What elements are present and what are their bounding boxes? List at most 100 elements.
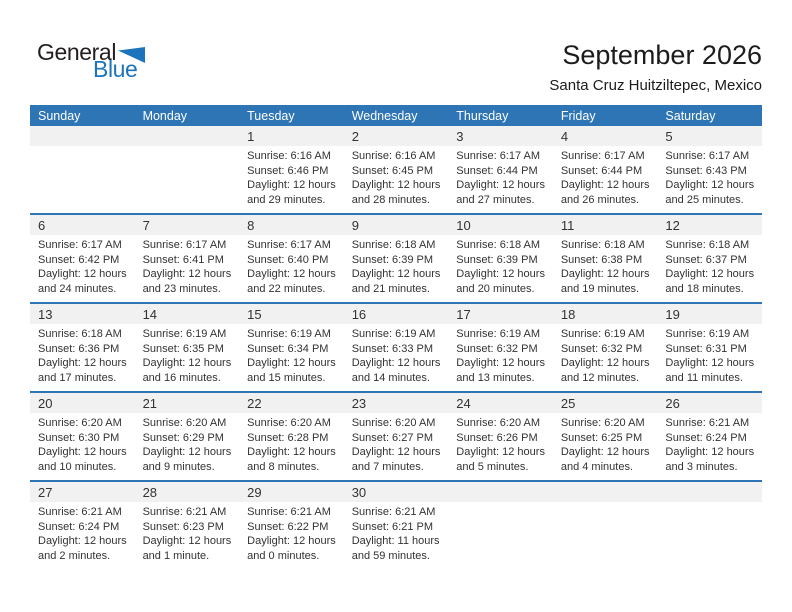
day-number: 8 [239, 215, 344, 235]
sunrise-text: Sunrise: 6:21 AM [247, 506, 331, 518]
sunset-text: Sunset: 6:39 PM [351, 253, 434, 266]
daylight-text-line2: and 29 minutes. [247, 193, 326, 206]
day-details: Sunrise: 6:20 AM Sunset: 6:27 PM Daylight:… [344, 413, 449, 474]
daylight-text-line1: Daylight: 12 hours [665, 179, 755, 192]
daylight-text-line1: Daylight: 12 hours [456, 179, 545, 192]
day-details: Sunrise: 6:21 AM Sunset: 6:21 PM Daylight:… [344, 502, 449, 563]
day-cell-12: 12 Sunrise: 6:18 AM Sunset: 6:37 PM Dayligh… [657, 215, 762, 302]
day-number: 18 [552, 304, 658, 324]
day-details: Sunrise: 6:19 AM Sunset: 6:34 PM Daylight:… [239, 324, 344, 385]
sunset-text: Sunset: 6:30 PM [38, 431, 120, 444]
day-number: 9 [343, 215, 449, 235]
sunrise-text: Sunrise: 6:20 AM [560, 417, 645, 429]
week-row-4: 20 Sunrise: 6:20 AM Sunset: 6:30 PM Dayligh… [30, 391, 762, 480]
daylight-text-line1: Daylight: 12 hours [38, 535, 127, 548]
weekday-header-tuesday: Tuesday [247, 109, 295, 123]
day-cell-14: 14 Sunrise: 6:19 AM Sunset: 6:35 PM Dayligh… [134, 304, 240, 391]
daylight-text-line1: Daylight: 12 hours [142, 357, 232, 370]
daylight-text-line1: Daylight: 12 hours [38, 357, 127, 370]
day-number: 16 [343, 304, 449, 324]
sunset-text: Sunset: 6:24 PM [38, 520, 120, 533]
day-details: Sunrise: 6:17 AM Sunset: 6:44 PM Daylight:… [448, 146, 553, 207]
day-cell-16: 16 Sunrise: 6:19 AM Sunset: 6:33 PM Dayligh… [343, 304, 449, 391]
calendar-table: Sunday Monday Tuesday Wednesday Thursday Frid… [30, 105, 762, 569]
sunrise-text: Sunrise: 6:20 AM [351, 417, 436, 429]
daylight-text-line1: Daylight: 12 hours [665, 268, 755, 281]
daylight-text-line1: Daylight: 12 hours [560, 446, 650, 459]
daylight-text-line2: and 10 minutes. [38, 460, 117, 473]
sunrise-text: Sunrise: 6:16 AM [351, 150, 436, 162]
sunset-text: Sunset: 6:46 PM [247, 164, 329, 177]
daylight-text-line1: Daylight: 12 hours [560, 357, 650, 370]
daylight-text-line2: and 0 minutes. [247, 549, 320, 562]
daylight-text-line1: Daylight: 12 hours [38, 446, 127, 459]
sunset-text: Sunset: 6:45 PM [351, 164, 434, 177]
sunset-text: Sunset: 6:44 PM [456, 164, 538, 177]
daylight-text-line1: Daylight: 12 hours [247, 179, 336, 192]
month-title: September 2026 [562, 40, 762, 70]
day-details: Sunrise: 6:18 AM Sunset: 6:36 PM Daylight:… [30, 324, 135, 385]
day-details: Sunrise: 6:20 AM Sunset: 6:30 PM Daylight:… [30, 413, 135, 474]
day-cell-20: 20 Sunrise: 6:20 AM Sunset: 6:30 PM Dayligh… [30, 393, 135, 480]
sunrise-text: Sunrise: 6:17 AM [560, 150, 645, 162]
day-number: 3 [448, 126, 553, 146]
day-details: Sunrise: 6:21 AM Sunset: 6:22 PM Daylight:… [239, 502, 344, 563]
daylight-text-line1: Daylight: 12 hours [560, 268, 650, 281]
logo-row-top: General [37, 41, 146, 64]
day-number: 27 [30, 482, 135, 502]
daylight-text-line2: and 22 minutes. [247, 282, 326, 295]
sunset-text: Sunset: 6:38 PM [560, 253, 643, 266]
daylight-text-line2: and 14 minutes. [351, 371, 430, 384]
day-cell-9: 9 Sunrise: 6:18 AM Sunset: 6:39 PM Daylight… [343, 215, 449, 302]
day-cell-4: 4 Sunrise: 6:17 AM Sunset: 6:44 PM Daylight… [552, 126, 658, 213]
sunrise-text: Sunrise: 6:17 AM [142, 239, 227, 251]
day-number: 20 [30, 393, 135, 413]
day-cell-3: 3 Sunrise: 6:17 AM Sunset: 6:44 PM Daylight… [448, 126, 553, 213]
daylight-text-line2: and 16 minutes. [142, 371, 221, 384]
day-cell-23: 23 Sunrise: 6:20 AM Sunset: 6:27 PM Dayligh… [343, 393, 449, 480]
daylight-text-line1: Daylight: 12 hours [351, 179, 441, 192]
day-details: Sunrise: 6:19 AM Sunset: 6:35 PM Daylight:… [135, 324, 240, 385]
sunset-text: Sunset: 6:39 PM [456, 253, 538, 266]
sunset-text: Sunset: 6:34 PM [247, 342, 329, 355]
daylight-text-line1: Daylight: 12 hours [665, 357, 755, 370]
daylight-text-line1: Daylight: 12 hours [351, 357, 441, 370]
general-blue-logo: General Blue [37, 41, 146, 81]
daylight-text-line2: and 3 minutes. [665, 460, 738, 473]
day-number: 5 [657, 126, 762, 146]
day-number [552, 482, 658, 502]
day-details [448, 502, 553, 505]
sunset-text: Sunset: 6:23 PM [142, 520, 224, 533]
sunset-text: Sunset: 6:27 PM [351, 431, 434, 444]
sunrise-text: Sunrise: 6:18 AM [456, 239, 541, 251]
day-number: 19 [657, 304, 762, 324]
day-cell-26: 26 Sunrise: 6:21 AM Sunset: 6:24 PM Dayligh… [657, 393, 762, 480]
logo-row-bottom: Blue [37, 58, 145, 81]
day-cell-18: 18 Sunrise: 6:19 AM Sunset: 6:32 PM Dayligh… [552, 304, 658, 391]
day-cell-empty [657, 482, 762, 569]
daylight-text-line1: Daylight: 12 hours [142, 446, 232, 459]
day-number: 1 [239, 126, 344, 146]
day-details: Sunrise: 6:20 AM Sunset: 6:29 PM Daylight:… [135, 413, 240, 474]
day-number: 17 [448, 304, 553, 324]
day-number: 11 [552, 215, 658, 235]
daylight-text-line1: Daylight: 12 hours [456, 446, 545, 459]
daylight-text-line1: Daylight: 12 hours [456, 268, 545, 281]
daylight-text-line1: Daylight: 11 hours [351, 535, 440, 548]
sunset-text: Sunset: 6:22 PM [247, 520, 329, 533]
day-number [657, 482, 762, 502]
day-details: Sunrise: 6:17 AM Sunset: 6:43 PM Daylight:… [657, 146, 762, 207]
day-details [30, 146, 135, 149]
day-cell-empty [448, 482, 553, 569]
sunrise-text: Sunrise: 6:20 AM [38, 417, 122, 429]
week-row-5: 27 Sunrise: 6:21 AM Sunset: 6:24 PM Dayligh… [30, 480, 762, 569]
day-details: Sunrise: 6:16 AM Sunset: 6:45 PM Daylight:… [344, 146, 449, 207]
day-number [448, 482, 553, 502]
daylight-text-line2: and 15 minutes. [247, 371, 326, 384]
day-number: 30 [343, 482, 449, 502]
sunset-text: Sunset: 6:21 PM [351, 520, 434, 533]
sunrise-text: Sunrise: 6:17 AM [38, 239, 122, 251]
daylight-text-line2: and 5 minutes. [456, 460, 529, 473]
sunset-text: Sunset: 6:43 PM [665, 164, 747, 177]
day-number: 7 [134, 215, 240, 235]
